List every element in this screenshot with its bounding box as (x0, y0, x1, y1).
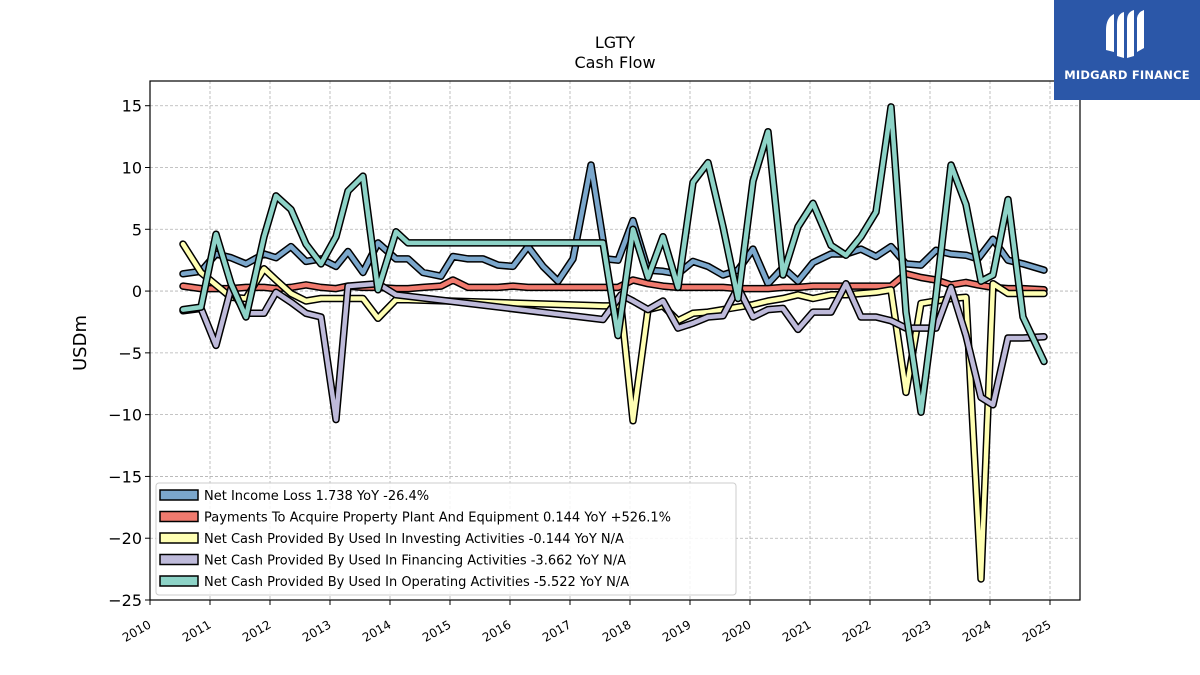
brand-logo: MIDGARD FINANCE (1054, 0, 1200, 100)
y-tick-label: 5 (132, 220, 142, 239)
chart-title: LGTY (594, 33, 636, 52)
y-tick-label: 15 (122, 97, 142, 116)
legend-entry: Net Cash Provided By Used In Financing A… (204, 554, 626, 569)
y-tick-label: 10 (122, 159, 142, 178)
legend-entry: Net Cash Provided By Used In Investing A… (204, 532, 624, 547)
y-tick-label: −15 (108, 467, 142, 486)
chart-legend: Net Income Loss 1.738 YoY -26.4% Payments… (155, 482, 737, 596)
series-3 (179, 240, 1048, 583)
legend-swatch (159, 553, 199, 566)
brand-logo-text: MIDGARD FINANCE (1064, 68, 1190, 82)
y-tick-label: −20 (108, 529, 142, 548)
legend-entry: Net Cash Provided By Used In Operating A… (204, 575, 629, 590)
y-tick-label: 0 (132, 282, 142, 301)
y-tick-label: −10 (108, 406, 142, 425)
legend-swatch (159, 489, 199, 501)
y-tick-label: −25 (108, 591, 142, 610)
series-line (180, 241, 1047, 582)
series-5 (179, 103, 1048, 416)
legend-entry: Net Income Loss 1.738 YoY -26.4% (204, 489, 429, 504)
plot-area-frame (149, 80, 1081, 601)
legend-entry: Payments To Acquire Property Plant And E… (204, 511, 671, 526)
legend-frame (155, 482, 737, 596)
y-axis: 15 10 5 0 −5 −10 −15 −20 −25 (108, 97, 150, 610)
y-tick-label: −5 (118, 344, 142, 363)
brand-logo-icon (1106, 10, 1144, 58)
chart-subtitle: Cash Flow (574, 53, 656, 72)
y-axis-label: USDm (70, 315, 91, 371)
legend-swatch (159, 575, 199, 587)
chart-series-layer (179, 103, 1048, 583)
legend-swatch (159, 510, 199, 523)
legend-swatch (159, 532, 199, 544)
series-line (180, 104, 1047, 415)
